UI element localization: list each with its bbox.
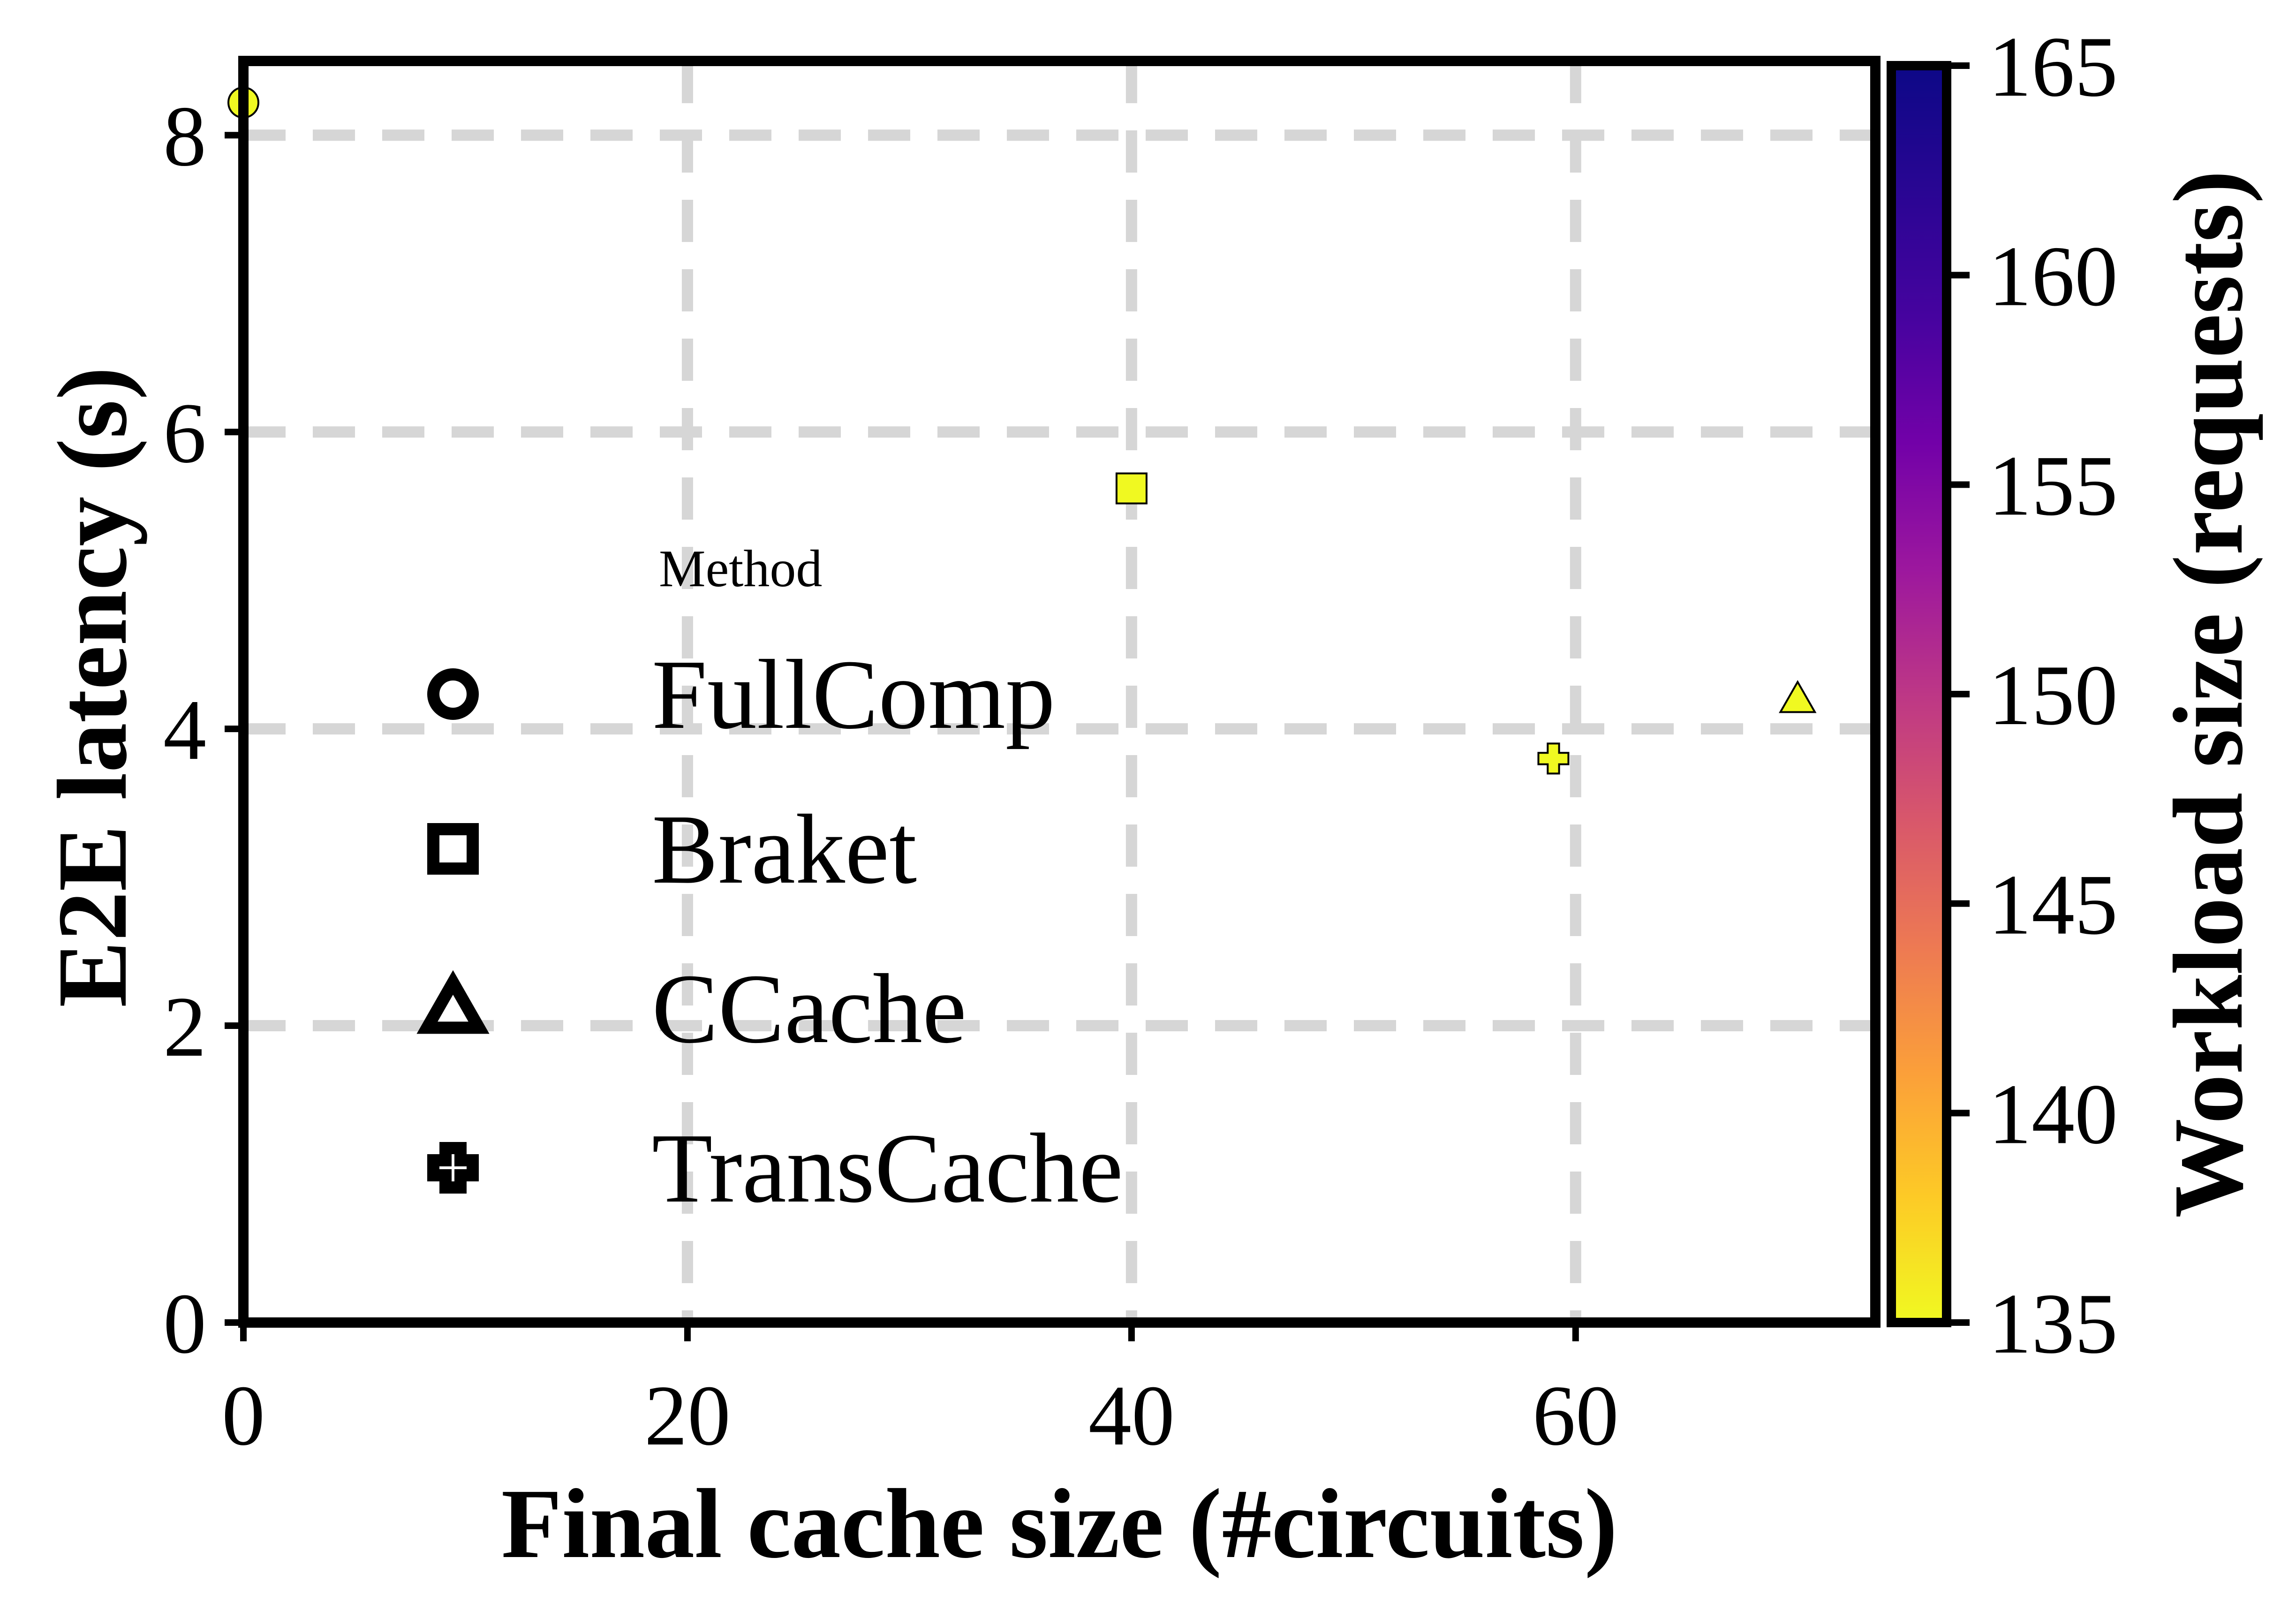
legend-label: TransCache [652,1113,1123,1223]
legend-entry-fullcomp: FullComp [427,639,1055,749]
colorbar-tick-label: 145 [1988,857,2118,953]
plot-frame [238,56,1881,1328]
y-tick-label: 8 [163,88,206,184]
colorbar-tick-label: 150 [1988,647,2118,743]
legend-entry-transcache: TransCache [427,1113,1123,1223]
data-point-braket [1115,472,1148,505]
y-axis-title: E2E latency (s) [37,367,147,1007]
x-tick-label: 60 [1533,1368,1619,1463]
colorbar-title: Workload size (requests) [2153,170,2263,1218]
colorbar-gradient [1891,66,1947,1323]
legend-label: CCache [652,953,967,1064]
legend-title: Method [659,540,822,598]
colorbar-tick-label: 140 [1988,1066,2118,1162]
legend-marker-triangle [416,970,490,1034]
legend-marker-square [427,823,479,875]
x-axis-title: Final cache size (#circuits) [501,1468,1617,1579]
y-axis-ticks: 0 2 4 6 8 [163,88,243,1371]
colorbar-tick-label: 155 [1988,438,2118,533]
legend-label: Braket [652,794,917,904]
legend-label: FullComp [652,639,1055,749]
colorbar-tick-label: 160 [1988,228,2118,324]
y-tick-label: 2 [163,979,206,1074]
colorbar-tick-label: 165 [1988,19,2118,114]
legend-marker-circle [427,668,479,720]
grid-lines [243,61,1875,1323]
x-tick-label: 0 [222,1368,265,1463]
legend: Method FullComp Braket CCache TransCache [416,540,1123,1223]
colorbar: 135 140 145 150 155 160 165 Workload size (req… [1887,19,2263,1371]
x-axis-ticks: 0 20 40 60 [222,1323,1619,1463]
y-tick-label: 0 [163,1276,206,1371]
y-tick-label: 4 [163,682,206,778]
legend-entry-ccache: CCache [416,953,967,1064]
legend-marker-plus [427,1142,479,1194]
legend-entry-braket: Braket [427,794,917,904]
x-tick-label: 20 [644,1368,731,1463]
colorbar-tick-label: 135 [1988,1276,2118,1371]
x-tick-label: 40 [1088,1368,1175,1463]
data-point-ccache [1779,680,1817,713]
y-tick-label: 6 [163,385,206,481]
data-point-transcache [1537,742,1570,775]
